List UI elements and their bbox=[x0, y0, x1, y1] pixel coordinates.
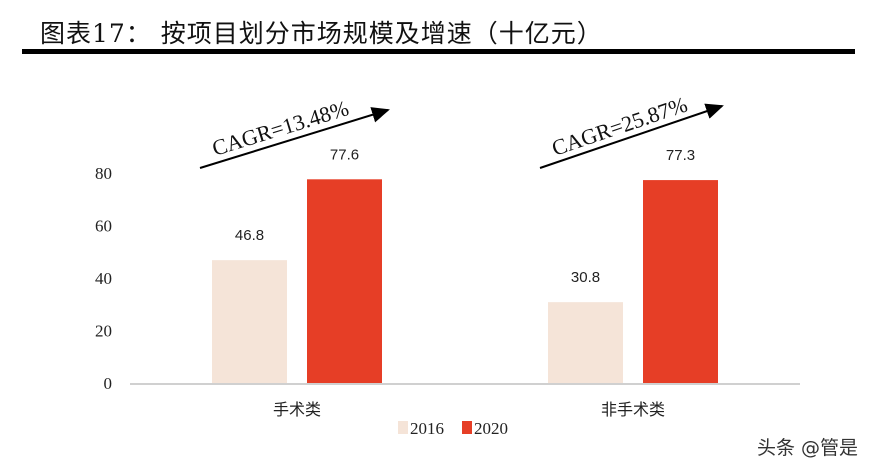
data-label: 46.8 bbox=[235, 227, 264, 244]
legend-label: 2020 bbox=[474, 419, 508, 438]
x-category-label: 手术类 bbox=[273, 400, 321, 419]
data-label: 30.8 bbox=[571, 269, 600, 286]
legend-swatch bbox=[462, 421, 472, 434]
title-rule bbox=[22, 49, 855, 54]
watermark: 头条 @管是 bbox=[757, 437, 859, 459]
bar-2020 bbox=[643, 180, 718, 383]
y-tick-label: 40 bbox=[95, 269, 112, 288]
legend-label: 2016 bbox=[410, 419, 444, 438]
y-tick-label: 20 bbox=[95, 322, 112, 341]
bar-2020 bbox=[307, 179, 382, 383]
trend-arrow bbox=[199, 107, 390, 169]
legend-swatch bbox=[398, 421, 408, 434]
y-tick-label: 80 bbox=[95, 164, 112, 183]
y-tick-label: 0 bbox=[104, 374, 113, 393]
bar-2016 bbox=[548, 302, 623, 383]
y-tick-label: 60 bbox=[95, 217, 112, 236]
bar-2016 bbox=[212, 260, 287, 383]
figure-title: 图表17： 按项目划分市场规模及增速（十亿元） bbox=[40, 19, 603, 48]
trend-arrow bbox=[539, 103, 724, 169]
data-label: 77.6 bbox=[330, 146, 359, 163]
data-label: 77.3 bbox=[666, 147, 695, 164]
x-category-label: 非手术类 bbox=[601, 400, 665, 419]
